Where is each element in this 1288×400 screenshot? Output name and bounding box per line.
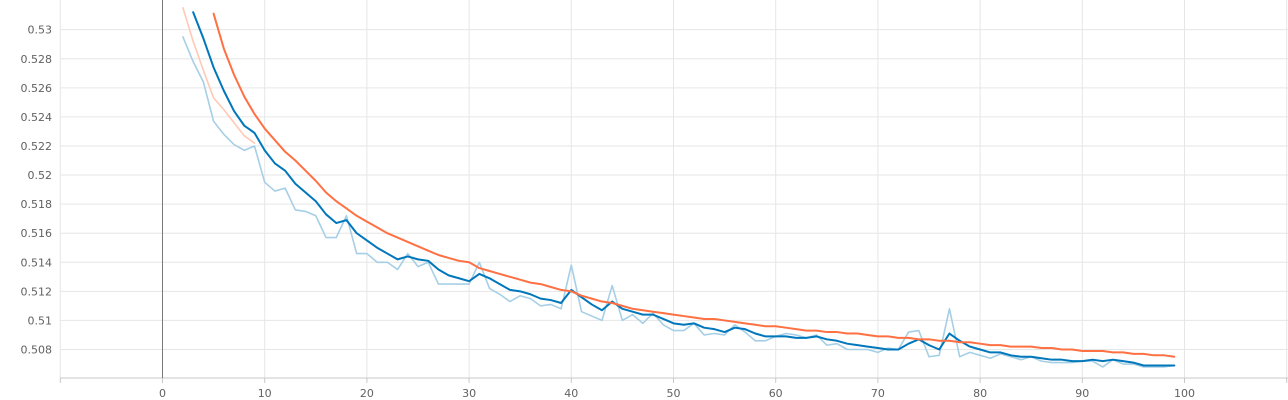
y-tick-label: 0.526	[21, 82, 53, 95]
x-tick-label: 50	[667, 387, 681, 400]
series-orange-raw	[182, 7, 256, 144]
y-tick-label: 0.508	[21, 344, 53, 357]
x-tick-label: 10	[258, 387, 272, 400]
series-orange-smoothed	[212, 12, 1176, 358]
x-tick-label: 0	[159, 387, 166, 400]
x-tick-label: 80	[973, 387, 987, 400]
grid	[59, 0, 1288, 378]
series-line	[182, 36, 1176, 368]
x-tick-label: 20	[360, 387, 374, 400]
series-blue-raw	[182, 36, 1176, 368]
y-tick-label: 0.518	[21, 198, 53, 211]
x-tick-label: 70	[871, 387, 885, 400]
y-tick-label: 0.51	[28, 314, 53, 327]
y-tick-label: 0.512	[21, 285, 53, 298]
series-layer	[182, 7, 1176, 368]
x-tick-label: 100	[1174, 387, 1195, 400]
series-line	[182, 7, 256, 144]
y-tick-label: 0.522	[21, 140, 53, 153]
x-tick-label: 90	[1075, 387, 1089, 400]
x-tick-label: 40	[564, 387, 578, 400]
x-tick-label: 30	[462, 387, 476, 400]
y-tick-label: 0.52	[28, 169, 53, 182]
y-tick-label: 0.524	[21, 111, 53, 124]
series-line	[192, 11, 1176, 367]
axes	[59, 0, 1288, 383]
y-tick-label: 0.53	[28, 24, 53, 37]
series-line	[212, 12, 1176, 358]
y-tick-label: 0.514	[21, 256, 53, 269]
series-blue-smoothed	[192, 11, 1176, 367]
x-tick-label: 60	[769, 387, 783, 400]
y-tick-label: 0.516	[21, 227, 53, 240]
tick-labels: 0.508 0.51 0.512 0.514 0.516 0.518 0.52 0.522 0.…	[21, 24, 1196, 400]
y-tick-label: 0.528	[21, 53, 53, 66]
